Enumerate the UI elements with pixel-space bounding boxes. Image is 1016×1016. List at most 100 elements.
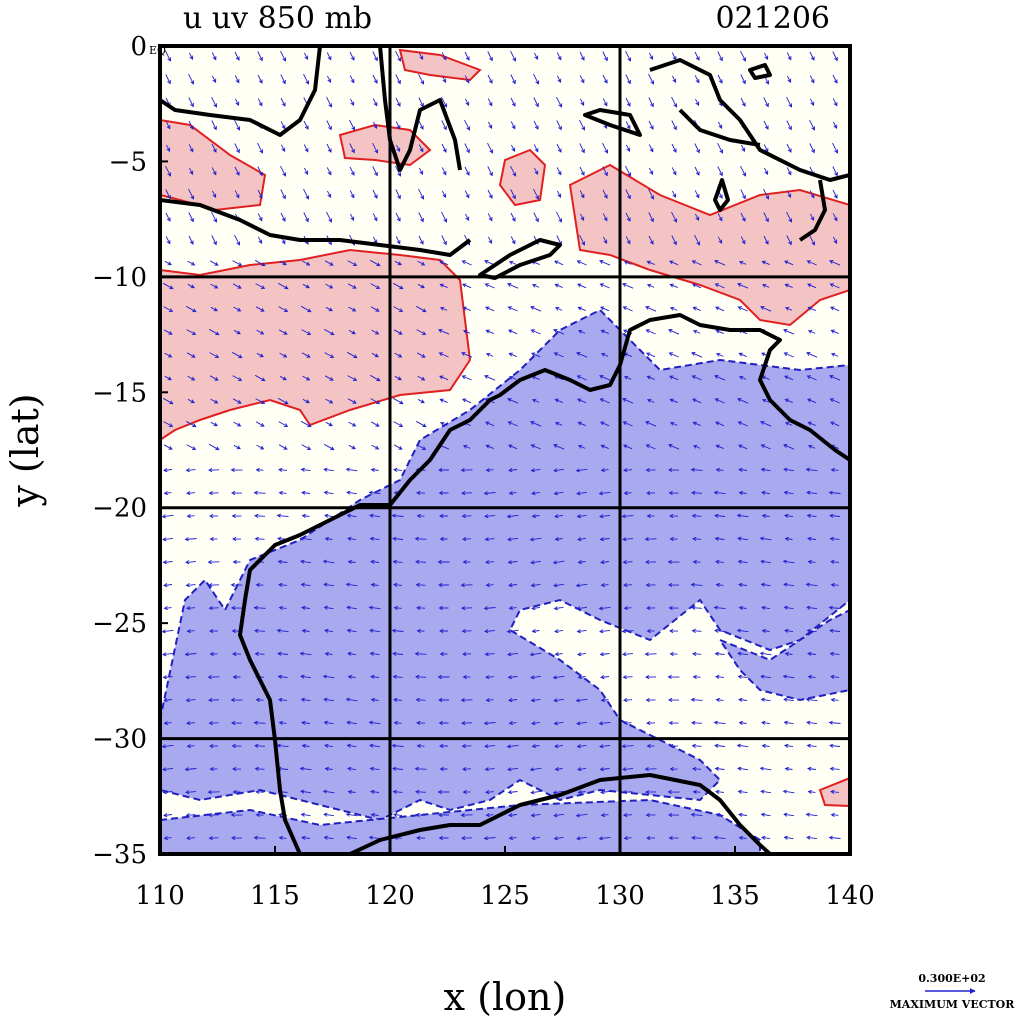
y-tick-label: −25 <box>92 609 147 639</box>
wind-vector <box>462 306 471 312</box>
wind-vector <box>554 744 564 749</box>
wind-vector <box>533 97 539 108</box>
wind-vector <box>394 260 402 266</box>
wind-vector <box>209 744 219 749</box>
wind-vector <box>805 582 818 587</box>
wind-vector <box>553 468 564 473</box>
wind-vector <box>576 721 588 726</box>
wind-vector <box>714 513 726 518</box>
wind-vector <box>233 329 241 335</box>
wind-vector <box>737 766 749 771</box>
wind-vector <box>646 628 655 634</box>
wind-vector <box>162 652 174 657</box>
wind-vector <box>738 582 748 587</box>
wind-vector <box>346 605 357 610</box>
wind-vector <box>760 812 771 817</box>
wind-vector <box>372 166 378 177</box>
wind-vector <box>256 329 265 335</box>
wind-vector <box>783 444 795 450</box>
wind-vector <box>207 675 220 680</box>
wind-vector <box>346 835 357 840</box>
wind-vector <box>783 605 794 610</box>
wind-vector <box>648 120 654 130</box>
wind-vector <box>393 421 404 427</box>
wind-vector <box>806 513 817 518</box>
wind-vector <box>437 789 450 795</box>
wind-vector <box>395 236 401 245</box>
coastline-island-2 <box>713 178 730 212</box>
wind-vector <box>717 51 723 62</box>
wind-vector <box>576 836 588 841</box>
wind-vector <box>162 675 173 680</box>
wind-vector <box>809 143 815 154</box>
wind-vector <box>230 467 243 472</box>
y-tick-label: −10 <box>92 263 147 293</box>
wind-vector <box>231 743 242 749</box>
wind-vector <box>419 52 424 60</box>
wind-vector <box>487 189 493 199</box>
wind-vector <box>162 537 174 542</box>
wind-vector <box>576 260 587 266</box>
gridlines <box>160 46 850 854</box>
wind-vector <box>163 698 173 703</box>
wind-vector <box>232 398 242 404</box>
wind-vector <box>715 306 725 312</box>
wind-vector <box>322 789 335 794</box>
wind-vector <box>760 306 772 312</box>
wind-vector <box>830 812 839 817</box>
wind-vector <box>323 490 334 495</box>
wind-vector <box>830 329 839 335</box>
wind-vector <box>393 467 403 472</box>
wind-vector <box>761 835 771 840</box>
wind-vector <box>301 605 311 610</box>
wind-vector <box>323 328 335 336</box>
wind-vector <box>300 789 312 794</box>
wind-vector <box>530 813 541 818</box>
wind-vector <box>625 236 631 245</box>
wind-vector <box>648 73 655 85</box>
wind-vector <box>231 835 243 841</box>
wind-vector <box>345 812 358 817</box>
wind-vector <box>300 697 311 702</box>
wind-vector <box>442 190 447 198</box>
wind-vector <box>625 97 631 107</box>
wind-vector <box>809 190 815 199</box>
wind-vector <box>346 513 357 518</box>
wind-vector <box>784 375 794 381</box>
wind-vector <box>483 836 496 841</box>
wind-vector <box>303 144 309 153</box>
wind-vector <box>185 305 197 313</box>
wind-vector <box>369 513 381 518</box>
wind-vector <box>370 559 380 564</box>
wind-vector <box>369 374 381 382</box>
wind-vector <box>323 697 334 702</box>
negative-u-region-east <box>717 608 850 702</box>
wind-vector <box>806 628 817 633</box>
wind-vector <box>185 420 197 428</box>
wind-vector <box>303 120 309 130</box>
wind-vector <box>347 766 357 771</box>
wind-vector <box>668 329 680 335</box>
wind-vector <box>186 744 195 749</box>
wind-vector <box>415 812 426 817</box>
wind-vector <box>715 697 724 702</box>
wind-vector <box>257 51 263 62</box>
wind-vector <box>163 306 174 312</box>
wind-vector <box>575 583 588 588</box>
wind-vector <box>828 720 841 725</box>
wind-vector <box>254 536 265 541</box>
wind-vector <box>692 651 702 656</box>
wind-vector <box>257 98 263 107</box>
wind-vector <box>438 329 450 335</box>
wind-vector <box>324 651 333 656</box>
wind-vector <box>784 536 793 541</box>
wind-vector <box>648 144 654 153</box>
wind-vector <box>462 789 471 795</box>
wind-vector <box>805 812 818 817</box>
wind-vector <box>579 143 585 154</box>
wind-vector <box>554 398 563 404</box>
wind-vector <box>761 605 771 610</box>
wind-vector <box>829 651 840 656</box>
wind-vector <box>807 789 816 794</box>
wind-vector <box>393 812 403 817</box>
